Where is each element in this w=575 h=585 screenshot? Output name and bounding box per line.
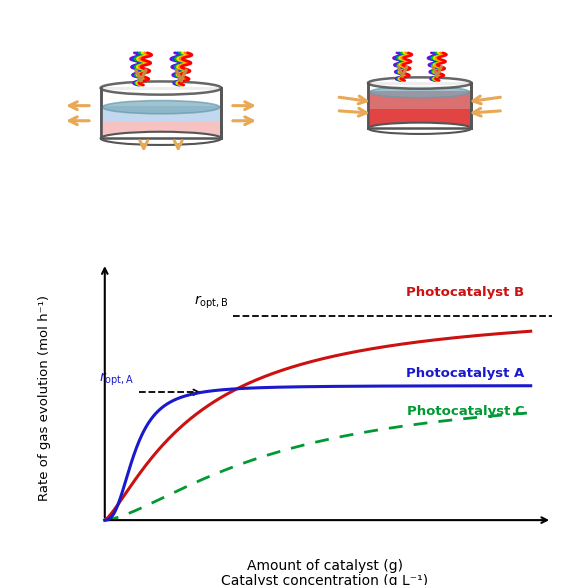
Ellipse shape xyxy=(101,132,221,145)
Bar xyxy=(102,122,220,137)
Text: $r_{\rm opt,B}$: $r_{\rm opt,B}$ xyxy=(194,294,228,311)
Text: Amount of catalyst (g): Amount of catalyst (g) xyxy=(247,559,403,573)
Ellipse shape xyxy=(368,123,471,134)
Text: Photocatalyst B: Photocatalyst B xyxy=(406,287,524,300)
Text: Photocatalyst C: Photocatalyst C xyxy=(407,405,524,418)
Ellipse shape xyxy=(101,81,221,95)
Bar xyxy=(370,91,470,109)
Polygon shape xyxy=(368,83,471,128)
Text: Photocatalyst A: Photocatalyst A xyxy=(406,367,524,380)
Y-axis label: Rate of gas evolution (mol h⁻¹): Rate of gas evolution (mol h⁻¹) xyxy=(37,295,51,501)
Text: $r_{\rm opt,A}$: $r_{\rm opt,A}$ xyxy=(99,370,135,388)
Ellipse shape xyxy=(368,77,471,89)
Bar xyxy=(370,109,470,128)
Text: Catalyst concentration (g L⁻¹): Catalyst concentration (g L⁻¹) xyxy=(221,574,428,585)
Bar xyxy=(102,106,220,122)
Polygon shape xyxy=(101,88,221,139)
Ellipse shape xyxy=(370,87,470,98)
Ellipse shape xyxy=(102,101,220,113)
